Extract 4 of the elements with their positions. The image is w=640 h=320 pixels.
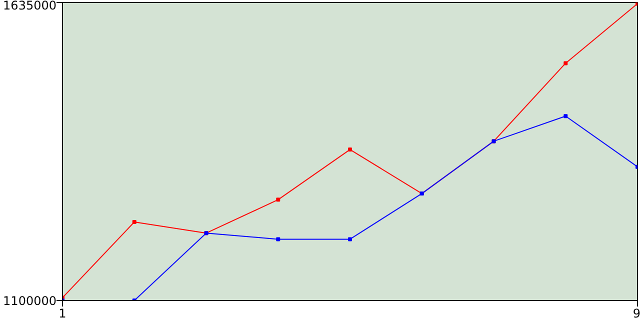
x-tick-label: 1 — [58, 306, 66, 320]
y-tick-label: 1635000 — [3, 0, 57, 12]
y-tick-label: 1100000 — [3, 294, 57, 308]
x-tick-label: 9 — [632, 306, 640, 320]
